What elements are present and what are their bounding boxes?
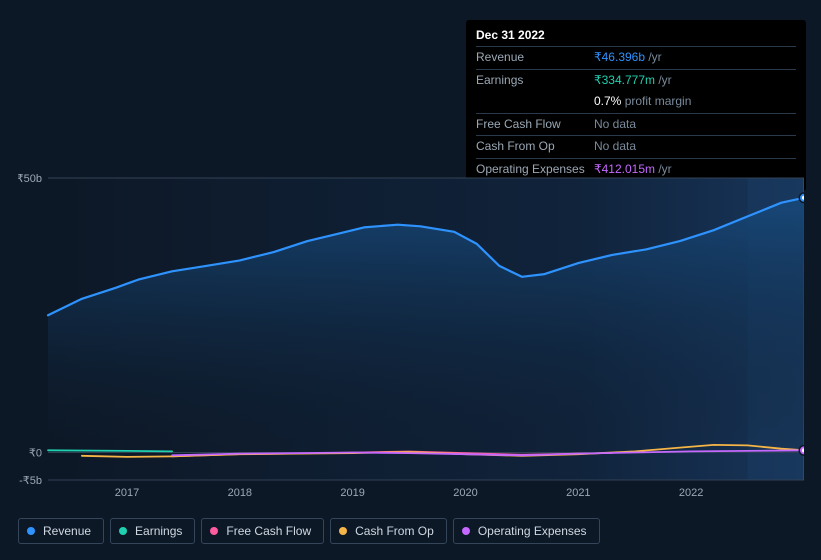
legend-label: Free Cash Flow — [226, 524, 311, 538]
x-axis-label: 2017 — [115, 487, 139, 499]
legend-item[interactable]: Earnings — [110, 518, 195, 544]
y-axis-label: ₹0 — [29, 448, 42, 460]
x-axis-label: 2018 — [228, 487, 252, 499]
tooltip-row: Cash From OpNo data — [476, 135, 796, 158]
legend-item[interactable]: Cash From Op — [330, 518, 447, 544]
y-axis-label: ₹50b — [18, 173, 42, 185]
y-axis-label: -₹5b — [19, 475, 42, 487]
legend-label: Cash From Op — [355, 524, 434, 538]
legend-dot-icon — [27, 527, 35, 535]
x-axis-label: 2021 — [566, 487, 590, 499]
x-axis-label: 2020 — [453, 487, 477, 499]
tooltip-row: Revenue₹46.396b /yr — [476, 46, 796, 69]
tooltip-row: Free Cash FlowNo data — [476, 113, 796, 136]
tooltip-row-value: ₹334.777m /yr — [594, 73, 796, 89]
tooltip-row-label: Cash From Op — [476, 139, 594, 155]
legend-label: Operating Expenses — [478, 524, 587, 538]
legend-label: Earnings — [135, 524, 182, 538]
legend-dot-icon — [339, 527, 347, 535]
tooltip-row-label: Free Cash Flow — [476, 117, 594, 133]
tooltip-row-value: 0.7% profit margin — [594, 94, 796, 110]
tooltip-row-label: Revenue — [476, 50, 594, 66]
legend-dot-icon — [462, 527, 470, 535]
legend: Revenue Earnings Free Cash Flow Cash From O… — [18, 518, 600, 544]
tooltip-row-value: No data — [594, 139, 796, 155]
x-axis-label: 2022 — [679, 487, 703, 499]
tooltip-row-label — [476, 94, 594, 110]
tooltip-row: Earnings₹334.777m /yr — [476, 69, 796, 92]
tooltip-row-label: Earnings — [476, 73, 594, 89]
legend-item[interactable]: Free Cash Flow — [201, 518, 324, 544]
legend-dot-icon — [119, 527, 127, 535]
tooltip-row: 0.7% profit margin — [476, 91, 796, 113]
x-axis-label: 2019 — [340, 487, 364, 499]
legend-dot-icon — [210, 527, 218, 535]
tooltip-row-value: ₹46.396b /yr — [594, 50, 796, 66]
legend-item[interactable]: Revenue — [18, 518, 104, 544]
tooltip-row-value: No data — [594, 117, 796, 133]
revenue-chart[interactable]: ₹50b₹0-₹5b201720182019202020212022 — [18, 160, 804, 480]
tooltip-date: Dec 31 2022 — [476, 28, 796, 42]
legend-label: Revenue — [43, 524, 91, 538]
legend-item[interactable]: Operating Expenses — [453, 518, 600, 544]
